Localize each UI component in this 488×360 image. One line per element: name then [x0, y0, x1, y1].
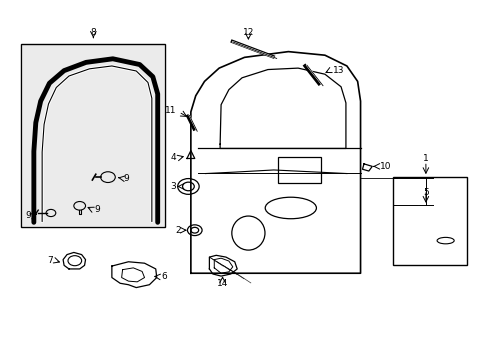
- Text: 9: 9: [123, 174, 129, 183]
- Text: 5: 5: [422, 188, 428, 197]
- Bar: [392, 177, 467, 265]
- Text: 14: 14: [216, 279, 228, 288]
- Text: 6: 6: [161, 272, 167, 281]
- Text: 1: 1: [422, 154, 428, 163]
- Text: 9: 9: [94, 205, 100, 214]
- Bar: [22, 45, 163, 226]
- Text: 8: 8: [90, 28, 96, 37]
- Text: 9: 9: [25, 211, 31, 220]
- Bar: [277, 157, 320, 183]
- Text: 2: 2: [175, 226, 181, 235]
- Text: 11: 11: [164, 105, 176, 114]
- Text: 12: 12: [242, 28, 254, 37]
- Text: 13: 13: [332, 66, 344, 75]
- Bar: [21, 44, 164, 226]
- Text: 10: 10: [379, 162, 391, 171]
- Text: 3: 3: [170, 182, 176, 191]
- Text: 7: 7: [47, 256, 53, 265]
- Text: 4: 4: [170, 153, 176, 162]
